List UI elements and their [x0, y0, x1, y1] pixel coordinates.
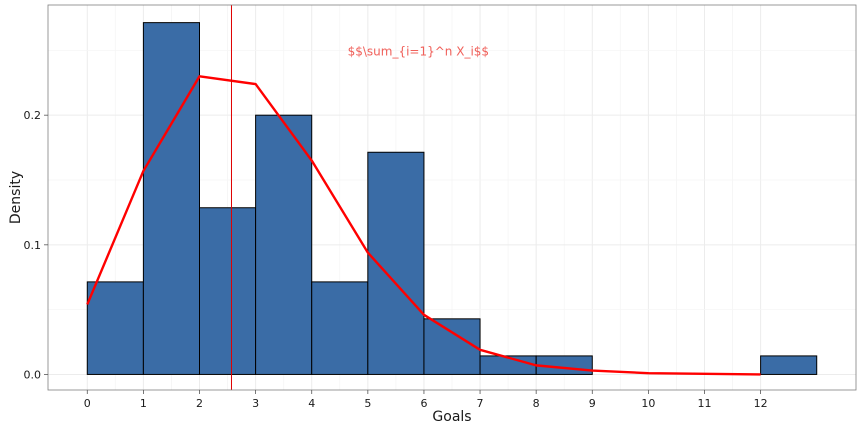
- histogram-bars: [86, 22, 818, 375]
- chart-annotation: $$\sum_{i=1}^n X_i$$: [348, 45, 489, 59]
- y-axis-title: Density: [8, 171, 24, 224]
- histogram-bar: [255, 114, 313, 375]
- x-tick-label: 2: [196, 397, 203, 410]
- y-tick-label: 0.0: [24, 368, 42, 381]
- x-tick-label: 7: [477, 397, 484, 410]
- x-tick-label: 1: [140, 397, 147, 410]
- y-axis-ticks: 0.0 0.1 0.2: [24, 109, 48, 381]
- histogram-bar: [311, 281, 369, 375]
- y-tick-label: 0.2: [24, 109, 42, 122]
- x-tick-label: 4: [308, 397, 315, 410]
- x-axis-ticks: 0 1 2 3 4 5 6 7 8 9 10 11 12: [84, 390, 768, 410]
- x-tick-label: 8: [533, 397, 540, 410]
- histogram-bar: [760, 355, 818, 375]
- histogram-bar: [86, 281, 144, 375]
- x-tick-label: 0: [84, 397, 91, 410]
- x-tick-label: 5: [364, 397, 371, 410]
- y-tick-label: 0.1: [24, 239, 42, 252]
- histogram-bar: [423, 318, 481, 375]
- x-tick-label: 6: [420, 397, 427, 410]
- x-tick-label: 10: [641, 397, 655, 410]
- histogram-bar: [199, 207, 257, 375]
- histogram-bar: [142, 22, 200, 375]
- x-tick-label: 9: [589, 397, 596, 410]
- x-tick-label: 3: [252, 397, 259, 410]
- density-curve: [86, 75, 761, 376]
- panel-border: [47, 4, 857, 391]
- density-curve-group: [86, 75, 761, 376]
- x-axis-title: Goals: [432, 409, 471, 425]
- x-tick-label: 11: [698, 397, 712, 410]
- x-tick-label: 12: [754, 397, 768, 410]
